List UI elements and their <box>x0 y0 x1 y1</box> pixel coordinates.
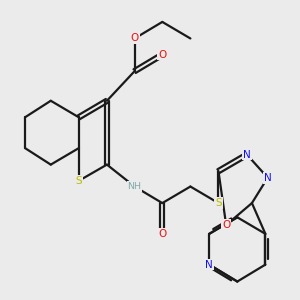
Text: O: O <box>222 220 230 230</box>
Text: O: O <box>130 34 139 44</box>
Text: N: N <box>243 150 251 160</box>
Text: S: S <box>215 198 222 208</box>
Text: N: N <box>206 260 213 270</box>
Text: N: N <box>264 173 272 183</box>
Text: O: O <box>158 229 166 239</box>
Text: O: O <box>158 50 166 60</box>
Text: S: S <box>76 176 82 186</box>
Text: NH: NH <box>128 182 142 191</box>
